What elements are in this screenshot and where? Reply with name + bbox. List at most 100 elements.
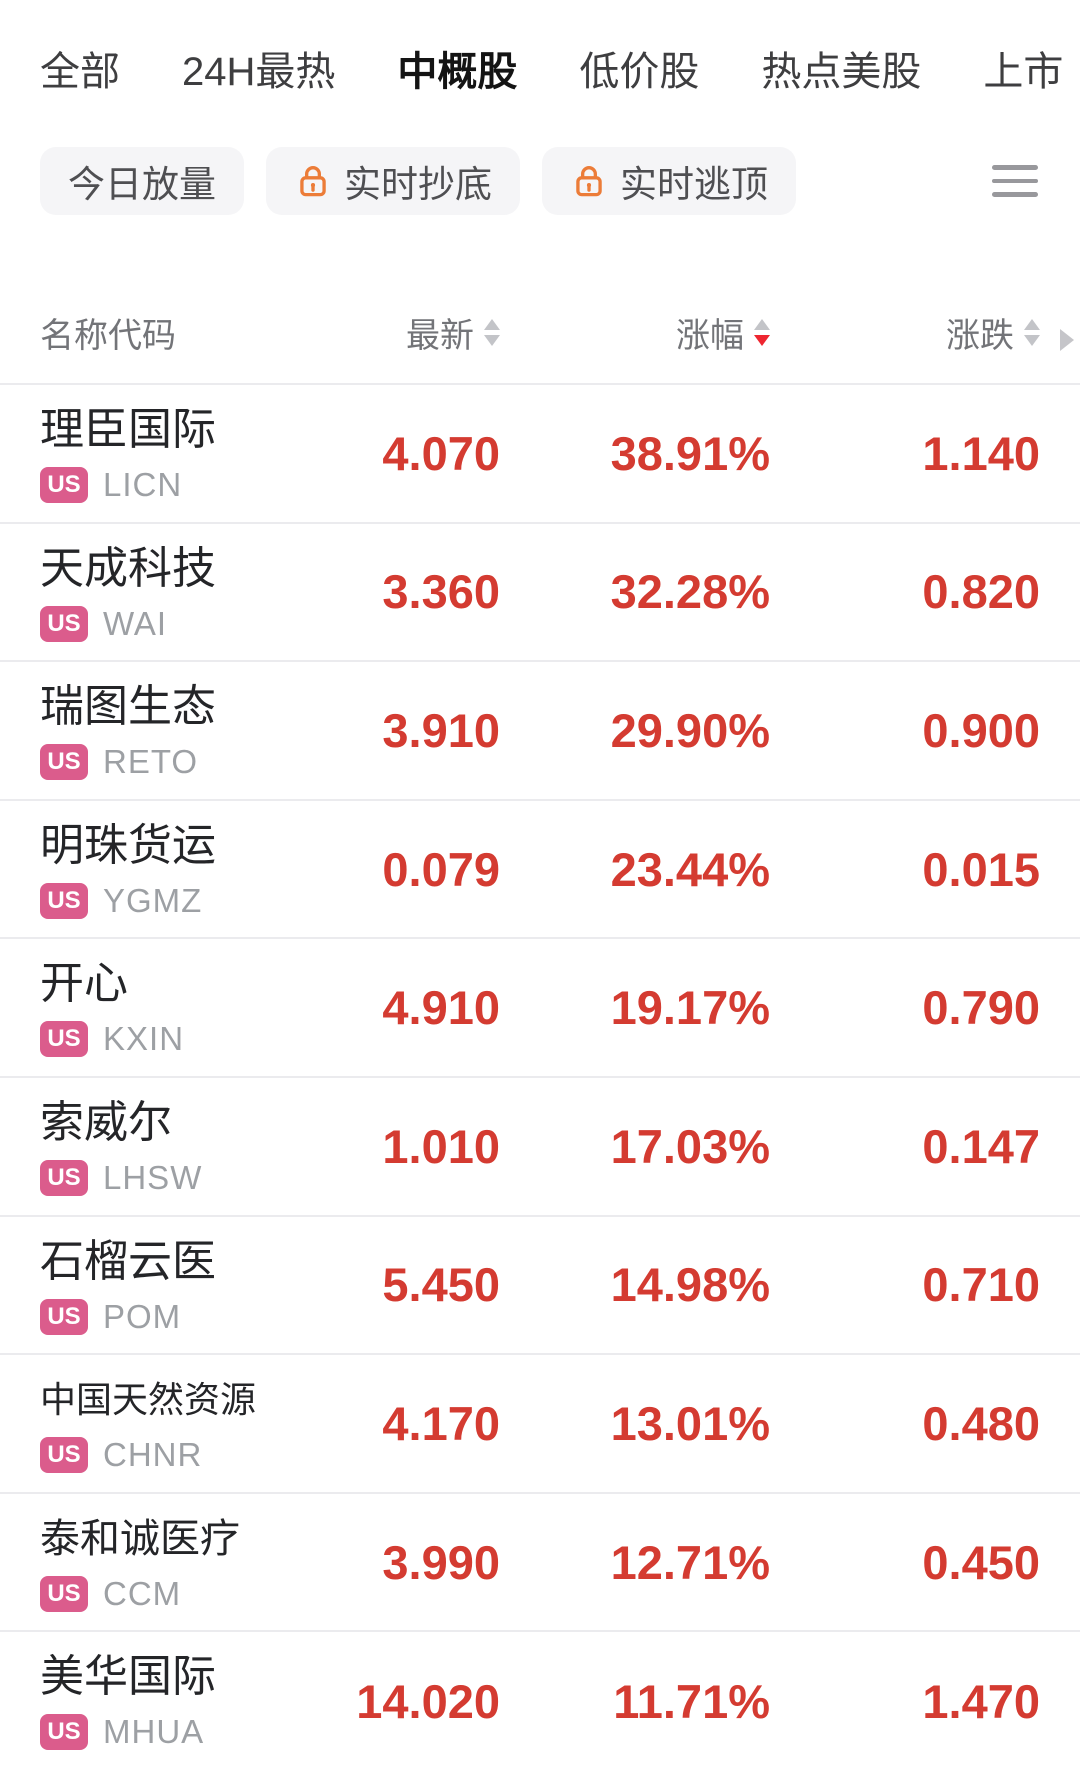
change-amount: 0.450 xyxy=(922,1535,1040,1589)
stock-name-cell: 理臣国际 US LICN xyxy=(40,385,320,522)
column-header-label: 涨幅 xyxy=(676,317,744,355)
market-badge: US xyxy=(40,467,88,503)
table-row[interactable]: 索威尔 US LHSW 1.010 17.03% 0.147 xyxy=(0,1078,1080,1217)
table-header: 名称代码 最新 涨幅 涨跌 xyxy=(0,215,1080,385)
market-badge: US xyxy=(40,1021,88,1058)
stock-name-cell: 石榴云医 US POM xyxy=(40,1217,320,1354)
market-badge: US xyxy=(40,1437,88,1474)
filter-button-1[interactable]: 今日放量 xyxy=(40,147,244,215)
stock-code: LHSW xyxy=(103,1158,203,1196)
stock-name-cell: 开心 US KXIN xyxy=(40,939,320,1076)
filter-bar: 今日放量 实时抄底 实时逃顶 xyxy=(40,147,1040,215)
column-header-label: 涨跌 xyxy=(946,317,1014,355)
stock-name-cell: 泰和诚医疗 US CCM xyxy=(40,1494,320,1631)
stock-id-row: US CHNR xyxy=(40,1436,320,1474)
sort-arrows-icon xyxy=(484,319,500,346)
filter-button-3[interactable]: 实时逃顶 xyxy=(542,147,796,215)
table-row[interactable]: 石榴云医 US POM 5.450 14.98% 0.710 xyxy=(0,1217,1080,1356)
tab-6[interactable]: 上市 xyxy=(983,50,1064,94)
stock-name: 开心 xyxy=(40,959,128,1009)
stock-name: 石榴云医 xyxy=(40,1236,216,1286)
lock-icon xyxy=(300,166,326,197)
change-percent: 13.01% xyxy=(610,1396,770,1450)
column-header-4[interactable]: 涨跌 xyxy=(770,308,1040,357)
stock-code: CHNR xyxy=(103,1436,203,1474)
sort-arrows-icon xyxy=(1024,319,1040,346)
column-header-2[interactable]: 最新 xyxy=(320,308,500,357)
sort-arrows-icon xyxy=(754,319,770,346)
tab-5[interactable]: 热点美股 xyxy=(761,50,922,94)
change-percent: 19.17% xyxy=(610,981,770,1035)
filter-button-2[interactable]: 实时抄底 xyxy=(266,147,520,215)
tab-2[interactable]: 24H最热 xyxy=(182,50,336,94)
last-price: 4.070 xyxy=(382,426,500,480)
change-percent: 32.28% xyxy=(610,565,770,619)
stock-name: 索威尔 xyxy=(40,1097,172,1147)
stock-name-cell: 美华国际 US MHUA xyxy=(40,1632,320,1771)
table-row[interactable]: 中国天然资源 US CHNR 4.170 13.01% 0.480 xyxy=(0,1355,1080,1494)
stock-code: MHUA xyxy=(103,1713,205,1751)
table-row[interactable]: 天成科技 US WAI 3.360 32.28% 0.820 xyxy=(0,524,1080,663)
stock-id-row: US WAI xyxy=(40,605,320,643)
column-header-label: 名称代码 xyxy=(40,317,176,355)
last-price: 0.079 xyxy=(382,842,500,896)
change-percent: 12.71% xyxy=(610,1535,770,1589)
stock-name-cell: 天成科技 US WAI xyxy=(40,524,320,661)
stock-name: 美华国际 xyxy=(40,1652,216,1702)
stock-name: 理臣国际 xyxy=(40,405,216,454)
market-badge: US xyxy=(40,1714,88,1751)
tab-3[interactable]: 中概股 xyxy=(397,46,517,134)
change-percent: 14.98% xyxy=(610,1258,770,1312)
column-header-1: 名称代码 xyxy=(40,308,320,357)
stock-id-row: US MHUA xyxy=(40,1713,320,1751)
filter-button-label: 今日放量 xyxy=(68,164,216,205)
market-badge: US xyxy=(40,1298,88,1335)
last-price: 1.010 xyxy=(382,1119,500,1173)
filter-button-label: 实时逃顶 xyxy=(620,164,768,205)
last-price: 14.020 xyxy=(356,1675,500,1729)
stock-name: 天成科技 xyxy=(40,543,216,593)
stock-code: KXIN xyxy=(103,1020,185,1058)
stock-name: 中国天然资源 xyxy=(40,1379,257,1421)
stock-code: YGMZ xyxy=(103,881,203,919)
change-amount: 1.470 xyxy=(922,1675,1040,1729)
change-amount: 0.900 xyxy=(922,703,1040,757)
stock-id-row: US CCM xyxy=(40,1575,320,1613)
table-row[interactable]: 泰和诚医疗 US CCM 3.990 12.71% 0.450 xyxy=(0,1494,1080,1633)
change-amount: 0.790 xyxy=(922,981,1040,1035)
stock-id-row: US LICN xyxy=(40,466,320,504)
change-amount: 0.015 xyxy=(922,842,1040,896)
table-row[interactable]: 美华国际 US MHUA 14.020 11.71% 1.470 xyxy=(0,1632,1080,1771)
menu-icon[interactable] xyxy=(990,159,1040,203)
filter-button-label: 实时抄底 xyxy=(344,164,492,205)
stock-id-row: US KXIN xyxy=(40,1020,320,1058)
stock-id-row: US LHSW xyxy=(40,1159,320,1197)
table-row[interactable]: 开心 US KXIN 4.910 19.17% 0.790 xyxy=(0,939,1080,1078)
change-percent: 11.71% xyxy=(613,1675,770,1729)
table-row[interactable]: 理臣国际 US LICN 4.070 38.91% 1.140 xyxy=(0,385,1080,524)
last-price: 4.910 xyxy=(382,981,500,1035)
lock-icon xyxy=(576,166,602,197)
market-badge: US xyxy=(40,1575,88,1612)
table-row[interactable]: 明珠货运 US YGMZ 0.079 23.44% 0.015 xyxy=(0,801,1080,940)
market-badge: US xyxy=(40,882,88,919)
tab-1[interactable]: 全部 xyxy=(40,50,120,94)
tab-4[interactable]: 低价股 xyxy=(579,50,700,94)
last-price: 3.360 xyxy=(382,565,500,619)
change-amount: 0.147 xyxy=(922,1119,1040,1173)
last-price: 3.990 xyxy=(382,1535,500,1589)
change-percent: 23.44% xyxy=(610,842,770,896)
stock-id-row: US RETO xyxy=(40,743,320,781)
stock-name: 泰和诚医疗 xyxy=(40,1516,240,1561)
table-row[interactable]: 瑞图生态 US RETO 3.910 29.90% 0.900 xyxy=(0,662,1080,801)
column-header-label: 最新 xyxy=(406,317,474,355)
change-percent: 17.03% xyxy=(610,1119,770,1173)
last-price: 4.170 xyxy=(382,1396,500,1450)
chevron-right-icon[interactable] xyxy=(1060,329,1074,351)
market-badge: US xyxy=(40,1159,88,1196)
column-header-3[interactable]: 涨幅 xyxy=(500,308,770,357)
change-amount: 0.820 xyxy=(922,565,1040,619)
stock-name-cell: 中国天然资源 US CHNR xyxy=(40,1355,320,1492)
stock-name-cell: 瑞图生态 US RETO xyxy=(40,662,320,799)
stock-code: CCM xyxy=(103,1574,182,1612)
